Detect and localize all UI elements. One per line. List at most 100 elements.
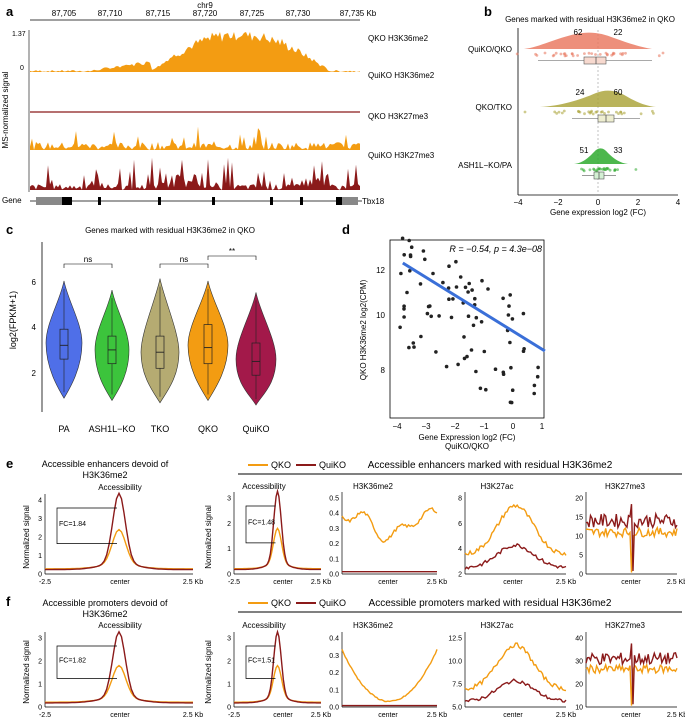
x-right: 2.5 Kb [311, 712, 331, 719]
x-center: center [378, 712, 398, 719]
panel-d-yticks: 8 10 12 [376, 266, 385, 375]
gene-exon [270, 197, 273, 205]
jitter-point [559, 52, 563, 56]
regression-line [402, 261, 546, 353]
scatter-point [407, 345, 411, 350]
scatter-point [467, 281, 472, 286]
jitter-point [515, 52, 519, 56]
f-ylabel-left: Normalized signal [22, 640, 31, 704]
xtick: −4 [392, 422, 402, 431]
jitter-point [588, 168, 592, 172]
jitter-point [594, 169, 598, 173]
e-ylabel-right: Normalized signal [204, 505, 213, 569]
x-center: center [273, 712, 293, 719]
ytick: 6 [32, 278, 37, 287]
track-qko-h3k27me3 [30, 126, 360, 150]
jitter-point [590, 52, 594, 55]
scatter-point [423, 257, 427, 262]
panel-label-e: e [6, 456, 13, 471]
fc-label: FC=1.48 [248, 519, 275, 526]
x-right: 2.5 Kb [667, 712, 685, 719]
scatter-point [426, 304, 431, 309]
gene-utr [36, 197, 62, 205]
ytick: 15 [575, 515, 583, 522]
x-center: center [378, 579, 398, 586]
scatter-point [418, 282, 423, 286]
scatter-point [405, 290, 409, 295]
panel-c-ylabel: log2(FPKM+1) [8, 291, 18, 349]
scatter-point [400, 236, 405, 241]
coord-tick-label: 87,720 [193, 9, 218, 18]
violin [235, 292, 277, 406]
scatter-point [421, 249, 426, 253]
jitter-point [661, 51, 665, 55]
gene-exon [212, 197, 215, 205]
ytick: 2 [227, 659, 231, 666]
scatter-point [402, 307, 406, 311]
f-sub-k36: H3K36me2 [353, 621, 394, 630]
coord-tick-label: 87,710 [98, 9, 123, 18]
jitter-point [634, 168, 638, 171]
ytick: 3 [227, 496, 231, 503]
scatter-point [466, 290, 470, 294]
scatter-point [508, 400, 513, 405]
scatter-point [508, 293, 512, 297]
xtick: −3 [421, 422, 431, 431]
sig-label-1: ns [84, 255, 92, 264]
scatter-point [447, 297, 451, 302]
scatter-point [474, 315, 479, 320]
profile-line-qko [464, 503, 567, 556]
scatter-point [446, 286, 451, 290]
ytick: 0.1 [329, 687, 339, 694]
scatter-point [462, 335, 466, 339]
violin [187, 280, 229, 402]
scatter-point [482, 349, 487, 354]
scatter-point [447, 264, 451, 269]
coord-tick-label: 87,725 [240, 9, 265, 18]
track-label-2: QuiKO H3K36me2 [368, 71, 435, 80]
jitter-point [611, 52, 615, 56]
violin-label: QKO [198, 424, 218, 434]
e-ylabel-left: Normalized signal [22, 505, 31, 569]
profile-line-qko [585, 525, 678, 573]
gene-utr [342, 197, 358, 205]
x-center: center [621, 712, 641, 719]
scatter-point [434, 350, 438, 354]
jitter-point [617, 112, 620, 115]
scatter-point [462, 356, 467, 361]
jitter-point [563, 52, 567, 55]
ytick: 7.5 [452, 682, 462, 689]
x-right: 2.5 Kb [183, 579, 203, 586]
ytick: 0.0 [329, 705, 339, 712]
ytick: 2 [458, 572, 462, 579]
jitter-point [554, 51, 558, 55]
ytick: 0.3 [329, 526, 339, 533]
count-right-2: 60 [614, 88, 623, 97]
profile-line-qko [45, 528, 193, 570]
xtick: 4 [676, 198, 681, 207]
scatter-point [501, 296, 505, 301]
e-left-title-1: Accessible enhancers devoid of [42, 459, 169, 469]
ytick: 0.0 [329, 572, 339, 579]
ytick: 0 [38, 705, 42, 712]
density-3 [574, 148, 628, 164]
jitter-point [591, 112, 595, 116]
x-center: center [110, 712, 130, 719]
scatter-point [458, 275, 463, 279]
ytick: 1 [227, 682, 231, 689]
jitter-point [652, 112, 655, 115]
jitter-point [599, 110, 603, 114]
fc-label: FC=1.84 [59, 521, 86, 528]
gene-exon [158, 197, 161, 205]
xtick: −2 [450, 422, 460, 431]
scatter-point [501, 370, 506, 375]
scatter-point [402, 253, 407, 257]
count-left-2: 24 [576, 88, 585, 97]
ytick: 4 [38, 498, 42, 505]
jitter-point [583, 52, 586, 55]
panel-d-xticks: −4 −3 −2 −1 0 1 [392, 422, 544, 431]
scatter-point [474, 369, 478, 374]
jitter-point [615, 110, 618, 114]
scatter-point [444, 364, 449, 369]
jitter-point [576, 54, 579, 57]
